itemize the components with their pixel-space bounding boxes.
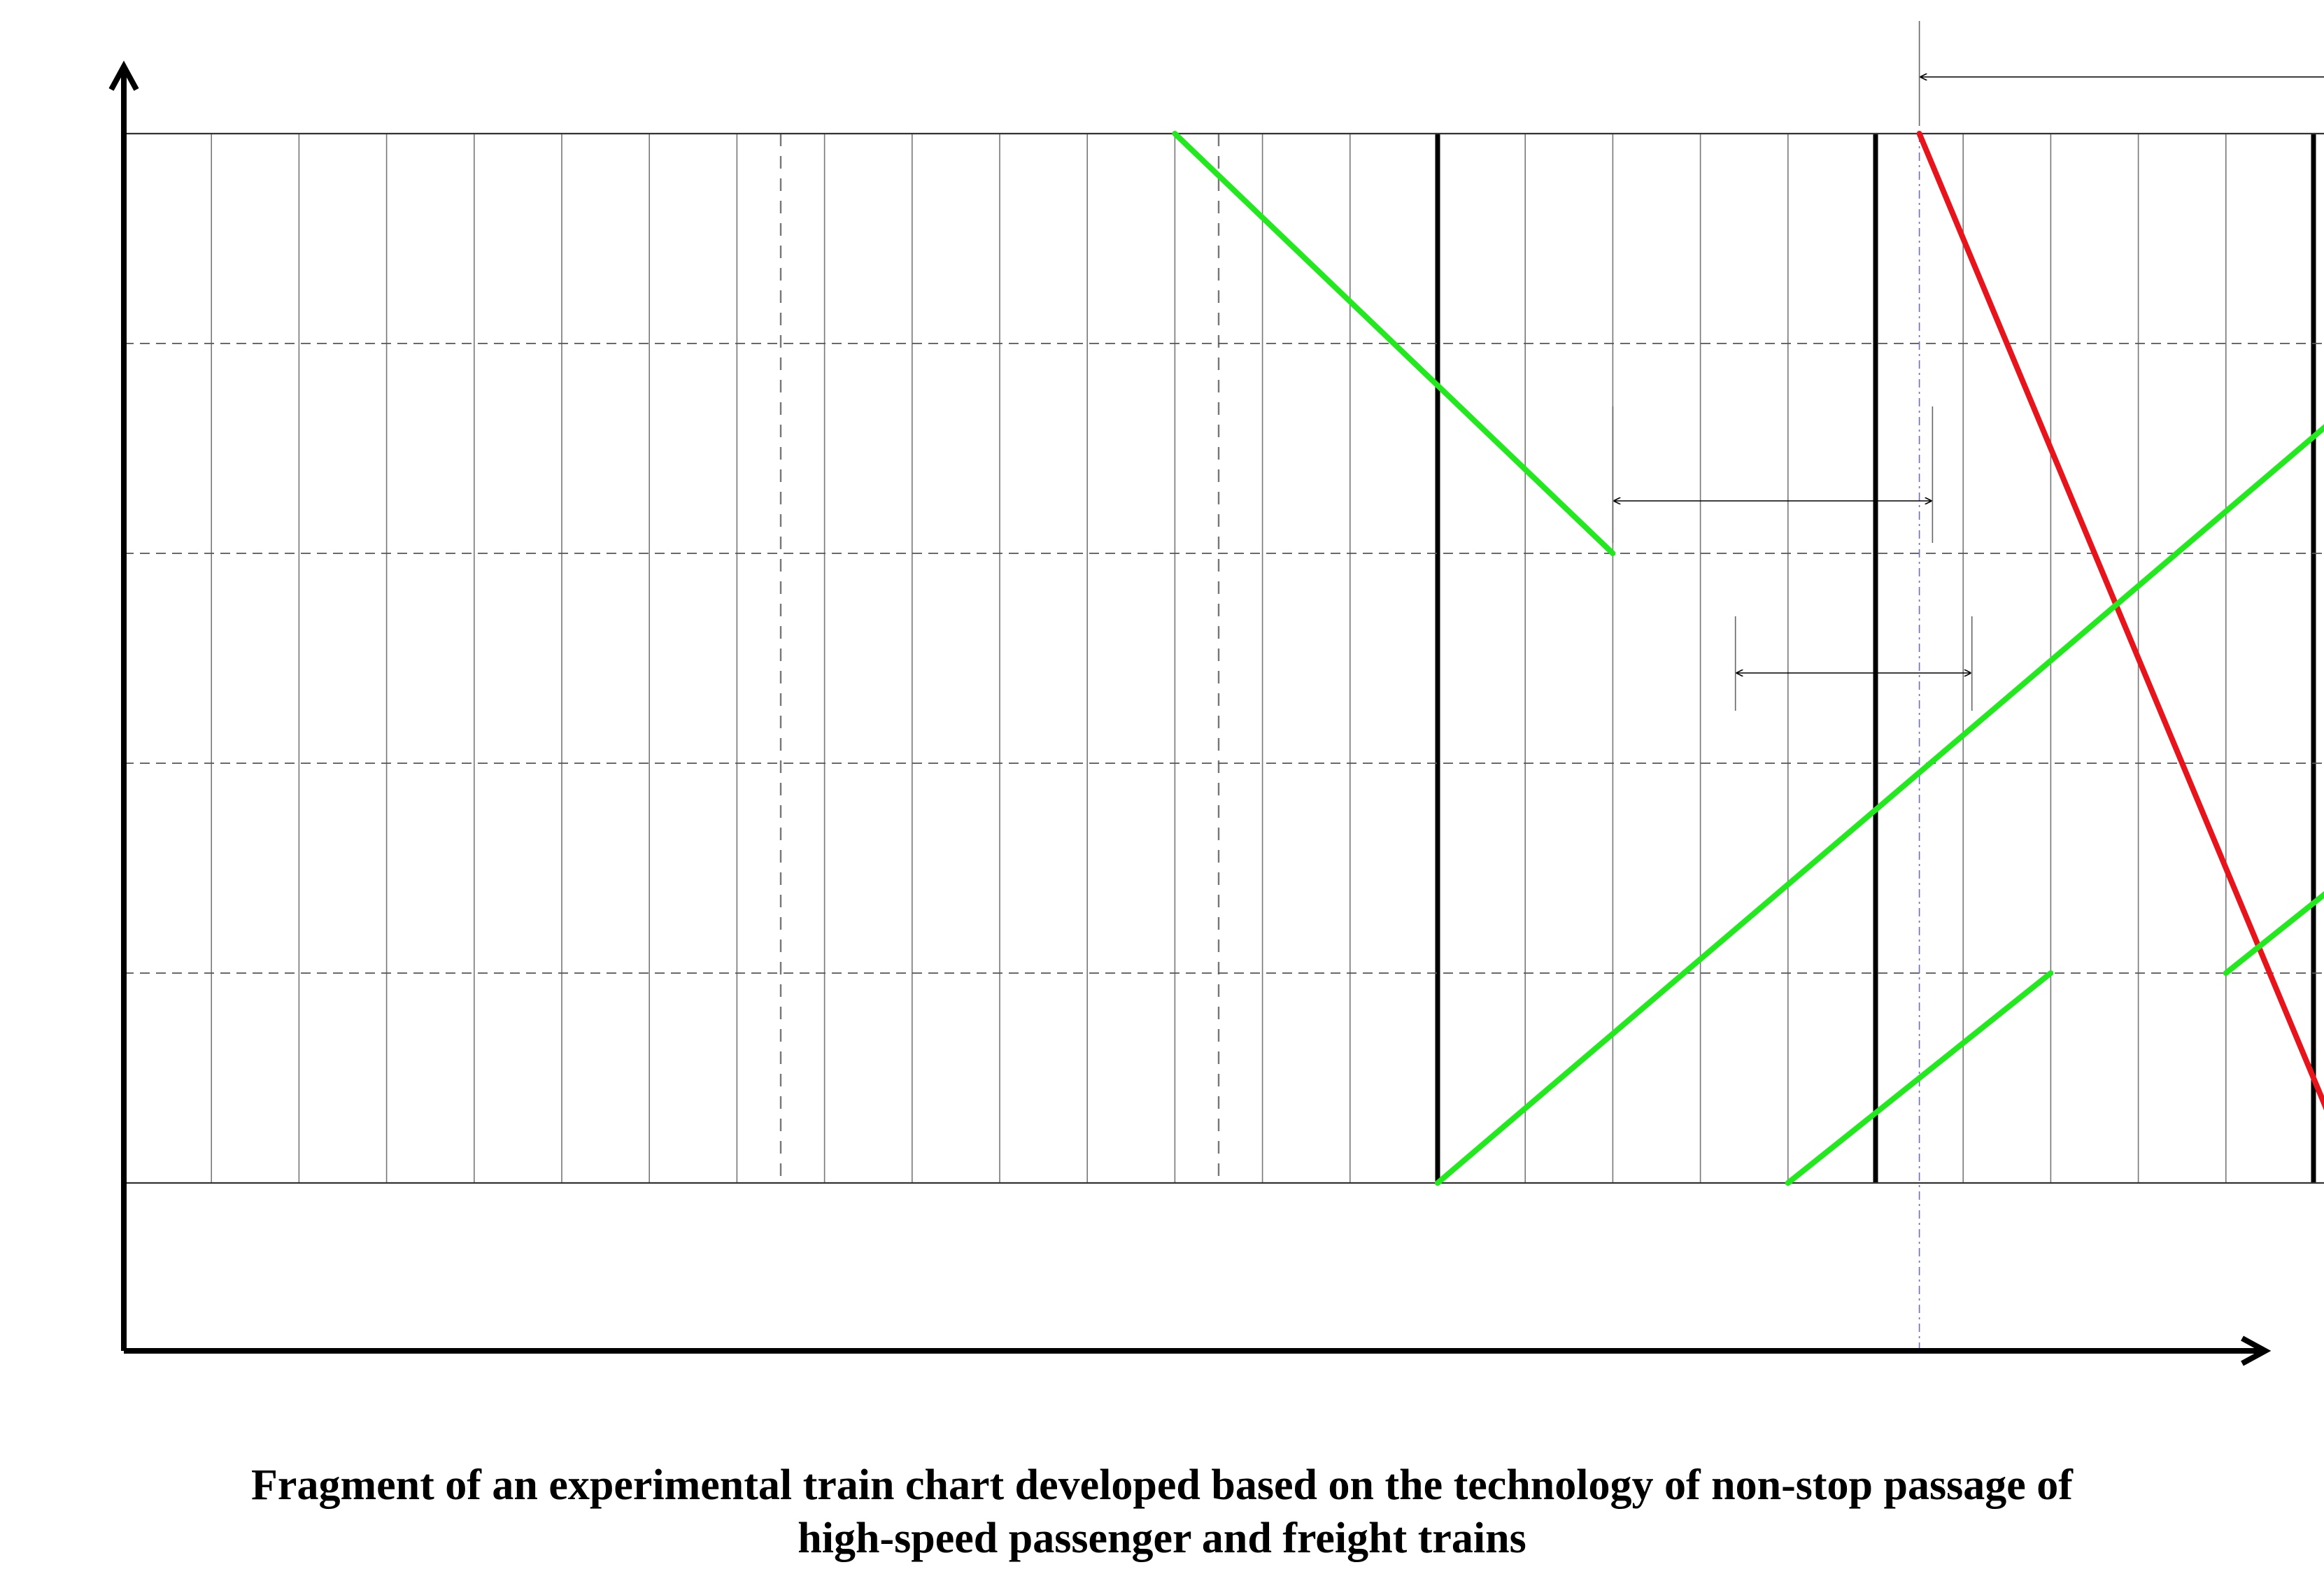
train-path-3119: [1785, 970, 2054, 1186]
x-axis-arrow: [2241, 1335, 2272, 1366]
train-path-3124: [1172, 131, 1616, 556]
caption-line-1: Fragment of an experimental train chart …: [251, 1461, 2073, 1509]
grid: [123, 132, 2324, 1351]
y-axis-arrow: [108, 60, 139, 91]
train-chart: [108, 21, 2324, 1366]
train-path-760: [1916, 131, 2324, 1111]
chart-caption: Fragment of an experimental train chart …: [0, 1459, 2324, 1565]
train-lines: [1172, 131, 2324, 1186]
interval-annotations: [1612, 21, 2324, 711]
axes: [108, 60, 2272, 1366]
train-path-unnamed-10: [2223, 891, 2324, 976]
caption-line-2: high-speed passenger and freight trains: [798, 1515, 1526, 1562]
train-path-3117: [1435, 424, 2324, 1186]
